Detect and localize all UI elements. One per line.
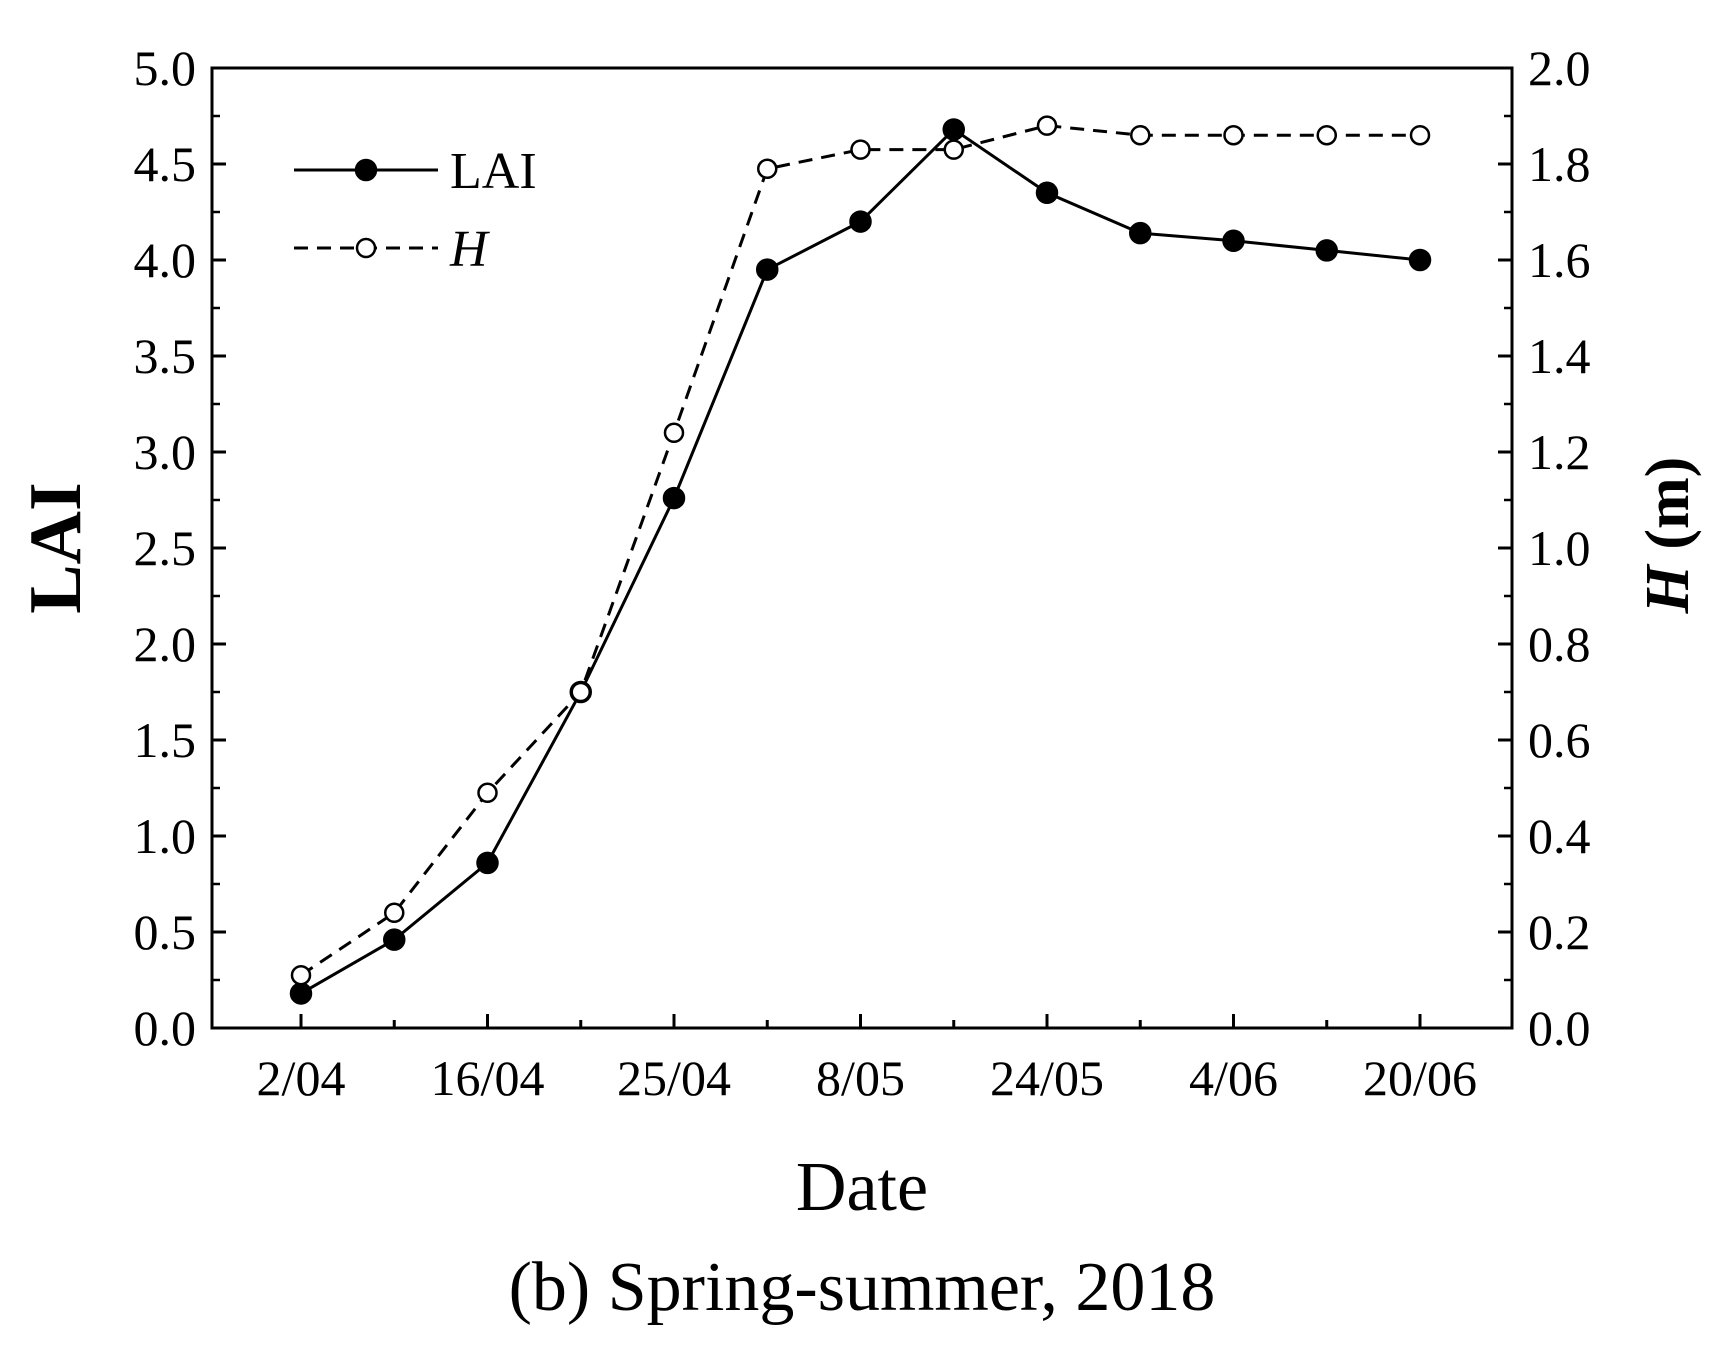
x-tick-label: 2/04	[257, 1050, 346, 1106]
data-point-h	[943, 139, 964, 160]
data-point-h	[477, 782, 498, 804]
data-point-lai	[1315, 239, 1338, 262]
data-point-lai	[1222, 229, 1245, 253]
data-point-h	[663, 422, 685, 444]
data-point-lai	[1129, 221, 1152, 245]
left-tick-label: 2.0	[134, 616, 197, 672]
left-tick-label: 0.5	[134, 904, 197, 960]
right-tick-label: 1.4	[1528, 328, 1591, 384]
legend-label-h: H	[449, 221, 490, 278]
x-tick-label: 20/06	[1363, 1050, 1477, 1106]
left-tick-label: 4.0	[134, 232, 197, 288]
legend-marker-h	[355, 237, 377, 259]
right-tick-label: 0.2	[1528, 904, 1591, 960]
right-tick-label: 0.8	[1528, 616, 1591, 672]
data-point-lai	[476, 851, 499, 875]
x-tick-label: 16/04	[431, 1050, 545, 1106]
figure-caption: (b) Spring-summer, 2018	[509, 1249, 1216, 1326]
x-tick-label: 25/04	[617, 1050, 731, 1106]
data-point-lai	[383, 928, 406, 951]
data-point-lai	[942, 118, 965, 141]
data-point-h	[1130, 124, 1151, 146]
right-tick-label: 0.6	[1528, 712, 1591, 768]
right-tick-label: 2.0	[1528, 40, 1591, 96]
left-axis-title: LAI	[15, 482, 97, 614]
data-point-lai	[662, 486, 686, 510]
right-tick-label: 0.4	[1528, 808, 1591, 864]
right-tick-label: 1.2	[1528, 424, 1591, 480]
right-axis-title-symbol: H	[1634, 563, 1702, 614]
left-tick-label: 1.0	[134, 808, 197, 864]
left-tick-label: 5.0	[134, 40, 197, 96]
x-tick-label: 8/05	[816, 1050, 905, 1106]
data-point-lai	[849, 210, 872, 233]
legend-label-lai: LAI	[450, 143, 537, 200]
left-tick-label: 1.5	[134, 712, 197, 768]
data-point-h	[850, 139, 871, 160]
legend: LAI H	[294, 143, 537, 278]
left-tick-label: 2.5	[134, 520, 197, 576]
axis-ticks: 0.0 0.5 1.0 1.5 2.0 2.5 3.0 3.5 4.0 4.5 5.0 0.0 0.2 0…	[134, 40, 1591, 1106]
x-tick-label: 24/05	[990, 1050, 1104, 1106]
left-tick-label: 0.0	[134, 1000, 197, 1056]
data-point-lai	[756, 258, 779, 281]
data-point-h	[570, 681, 591, 703]
data-point-lai	[289, 982, 313, 1005]
right-tick-label: 0.0	[1528, 1000, 1591, 1056]
data-point-h	[290, 964, 312, 986]
left-tick-label: 4.5	[134, 136, 197, 192]
right-axis-title-unit: (m)	[1634, 457, 1702, 565]
data-point-h	[1316, 124, 1337, 146]
data-point-h	[1409, 124, 1431, 146]
right-tick-label: 1.6	[1528, 232, 1591, 288]
right-tick-label: 1.8	[1528, 136, 1591, 192]
data-point-lai	[1035, 181, 1059, 205]
right-tick-label: 1.0	[1528, 520, 1591, 576]
data-point-lai	[1408, 248, 1432, 272]
data-point-h	[384, 902, 405, 924]
legend-marker-lai	[354, 158, 378, 182]
data-point-h	[1036, 115, 1058, 136]
data-point-h	[1223, 124, 1244, 146]
x-axis-title: Date	[796, 1149, 928, 1226]
data-point-h	[757, 158, 778, 180]
left-tick-label: 3.0	[134, 424, 197, 480]
series-layer	[289, 115, 1432, 1005]
x-tick-label: 4/06	[1189, 1050, 1278, 1106]
right-axis-title: H (m)	[1634, 457, 1702, 615]
left-tick-label: 3.5	[134, 328, 197, 384]
